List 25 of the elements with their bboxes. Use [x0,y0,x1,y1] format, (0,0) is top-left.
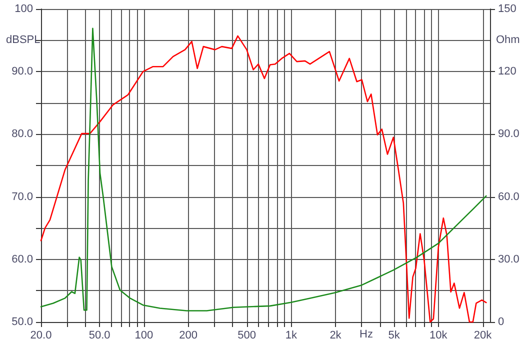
y-tick-label: 50.0 [12,316,33,328]
y-axis-title: dBSPL [6,34,40,46]
y2-tick-label: 0 [498,316,504,328]
x-tick-label: 5k [388,330,400,342]
y-tick-label: 70.0 [12,190,33,203]
x-tick-label: 100 [134,330,154,342]
y2-axis-title: Ohm [496,34,520,46]
x-tick-label: 500 [238,330,256,342]
x-tick-label: 2k [330,330,342,342]
x-tick-label: 1k [285,330,298,342]
y-tick-label: 60.0 [12,253,33,266]
y2-tick-label: 60.0 [498,190,520,203]
x-tick-label: 20k [474,330,492,342]
y2-tick-label: 30.0 [498,253,520,266]
y-tick-label: 80.0 [12,128,33,140]
x-tick-label: 20.0 [30,330,52,342]
x-tick-label: 10k [430,330,448,342]
y2-tick-label: 150 [498,3,516,15]
x-tick-label: 200 [179,330,198,342]
y2-tick-label: 120 [498,66,516,78]
y-tick-label: 100 [14,3,33,15]
y2-tick-label: 90.0 [498,128,520,140]
x-tick-label: 50.0 [88,330,110,342]
x-axis-title: Hz [360,328,373,340]
y-tick-label: 90.0 [12,66,33,78]
